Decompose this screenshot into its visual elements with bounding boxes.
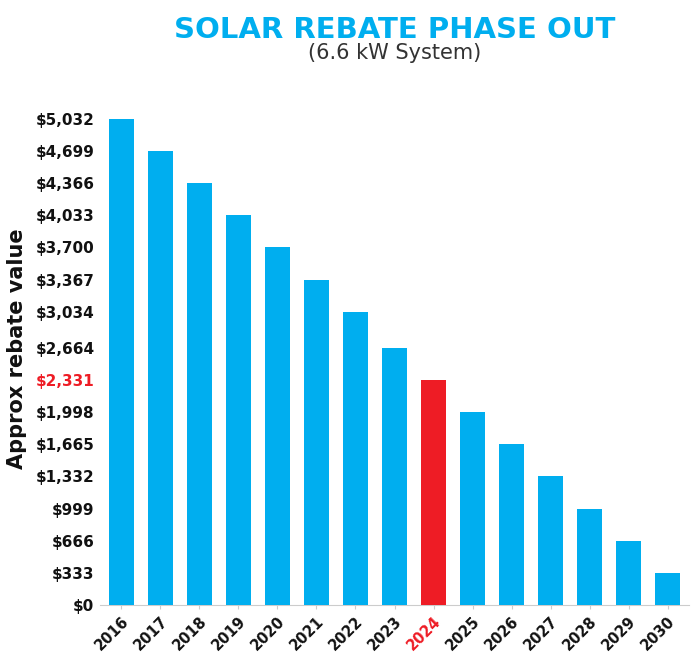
Bar xyxy=(148,151,173,605)
Y-axis label: Approx rebate value: Approx rebate value xyxy=(7,228,27,469)
Text: (6.6 kW System): (6.6 kW System) xyxy=(308,43,481,63)
Bar xyxy=(616,541,641,605)
Text: SOLAR REBATE PHASE OUT: SOLAR REBATE PHASE OUT xyxy=(174,16,615,44)
Bar xyxy=(382,348,407,605)
Bar xyxy=(655,573,680,605)
Bar xyxy=(303,280,329,605)
Bar xyxy=(264,248,290,605)
Bar xyxy=(343,312,368,605)
Bar xyxy=(109,119,134,605)
Bar xyxy=(226,215,251,605)
Bar xyxy=(538,477,563,605)
Bar xyxy=(187,183,212,605)
Bar xyxy=(577,509,602,605)
Bar xyxy=(499,444,524,605)
Bar xyxy=(460,412,485,605)
Bar xyxy=(421,379,446,605)
